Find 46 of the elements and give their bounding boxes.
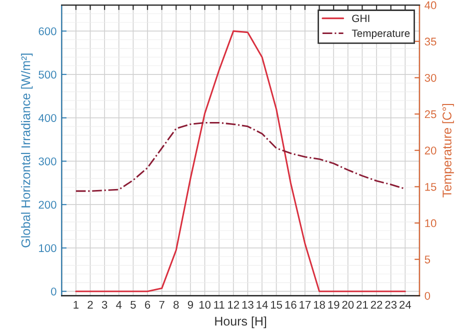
y2-axis-title: Temperature [C°] xyxy=(442,104,454,198)
line-series xyxy=(75,122,406,192)
legend-label: GHI xyxy=(352,14,370,22)
x-axis-title: Hours [H] xyxy=(215,316,266,328)
x-tick-label: 4 xyxy=(116,300,122,309)
y-tick-label: 300 xyxy=(38,157,56,166)
y-tick-label: 500 xyxy=(38,70,56,79)
x-tick-label: 15 xyxy=(271,300,282,309)
y2-tick-label: 10 xyxy=(425,219,436,228)
x-tick-label: 3 xyxy=(102,300,108,309)
y2-tick-label: 0 xyxy=(424,292,430,300)
y-tick-label: 200 xyxy=(38,200,56,209)
x-tick-label: 21 xyxy=(356,300,368,309)
x-tick-label: 23 xyxy=(385,300,397,309)
x-tick-label: 22 xyxy=(370,300,382,309)
y2-tick-label: 40 xyxy=(424,1,436,10)
y2-tick-label: 30 xyxy=(424,74,436,82)
y-tick-label: 100 xyxy=(39,244,56,252)
x-tick-label: 24 xyxy=(400,300,412,309)
x-tick-label: 8 xyxy=(174,300,179,309)
x-tick-label: 20 xyxy=(342,300,354,309)
y2-tick-label: 15 xyxy=(425,183,436,191)
y2-tick-label: 5 xyxy=(424,256,430,264)
x-tick-label: 12 xyxy=(228,300,240,309)
x-tick-label: 11 xyxy=(214,300,224,309)
y2-tick-label: 35 xyxy=(424,38,436,46)
y2-tick-label: 20 xyxy=(424,146,436,154)
x-tick-label: 2 xyxy=(88,300,93,309)
y-tick-label: 400 xyxy=(38,114,56,122)
x-tick-label: 6 xyxy=(144,300,150,309)
x-tick-label: 1 xyxy=(74,300,78,309)
x-tick-label: 9 xyxy=(188,300,194,309)
x-tick-label: 14 xyxy=(256,300,268,309)
y-tick-label: 0 xyxy=(51,288,56,296)
x-tick-label: 7 xyxy=(159,300,164,309)
y-axis-title: Global Horizontal Irradiance [W/m²] xyxy=(21,54,33,248)
x-tick-label: 19 xyxy=(328,300,340,309)
y-tick-label: 600 xyxy=(38,27,56,36)
legend-label: Temperature xyxy=(352,30,410,40)
y2-tick-label: 25 xyxy=(424,110,436,118)
x-tick-label: 5 xyxy=(130,300,136,309)
x-tick-label: 13 xyxy=(242,300,254,309)
x-tick-label: 10 xyxy=(199,300,211,309)
x-tick-label: 17 xyxy=(300,300,311,309)
x-tick-label: 16 xyxy=(285,300,296,309)
x-tick-label: 18 xyxy=(314,300,325,309)
